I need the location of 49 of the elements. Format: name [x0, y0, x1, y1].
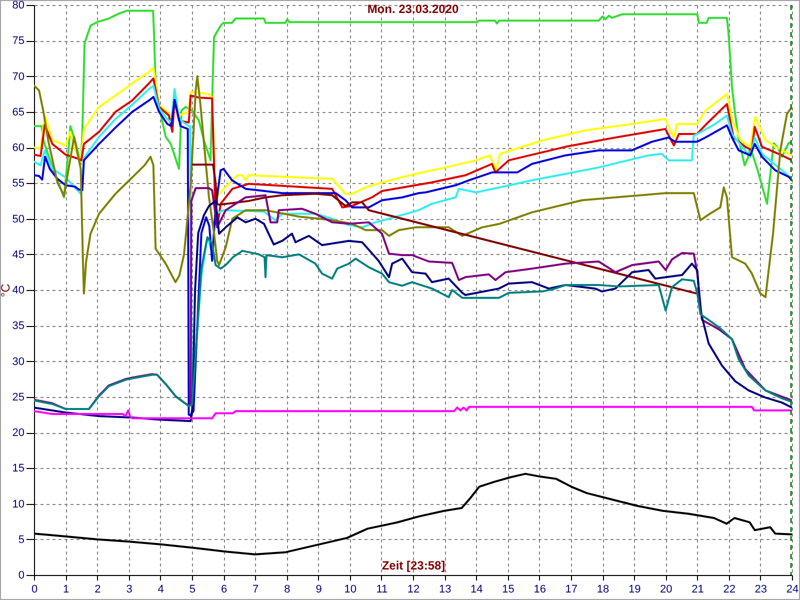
x-tick-label: 4	[158, 584, 164, 596]
x-tick-label: 22	[723, 584, 736, 596]
x-tick-label: 1	[63, 584, 70, 596]
x-tick-label: 0	[31, 584, 38, 596]
y-tick-label: 60	[12, 142, 24, 154]
y-tick-label: 50	[12, 213, 24, 226]
chart-title: Mon. 23.03.2020	[367, 2, 460, 16]
x-tick-label: 14	[470, 584, 483, 596]
y-tick-label: 15	[12, 462, 24, 475]
y-tick-label: 70	[12, 70, 24, 83]
y-tick-label: 40	[12, 284, 24, 296]
x-tick-label: 21	[692, 584, 704, 596]
y-axis-title: °C	[0, 283, 12, 298]
y-tick-label: 25	[12, 391, 24, 404]
x-tick-label: 18	[596, 584, 610, 596]
line-series	[192, 164, 698, 295]
x-tick-label: 5	[189, 584, 196, 596]
line-series	[34, 75, 792, 298]
line-series	[34, 406, 792, 420]
y-tick-label: 30	[12, 356, 24, 368]
y-tick-label: 65	[12, 106, 24, 118]
x-tick-label: 19	[628, 584, 641, 596]
line-series	[34, 236, 792, 410]
y-tick-label: 80	[12, 0, 24, 12]
x-tick-label: 24	[786, 584, 799, 596]
x-tick-label: 17	[565, 584, 578, 596]
x-tick-label: 16	[534, 584, 546, 596]
y-tick-label: 55	[12, 178, 24, 190]
y-tick-label: 20	[12, 427, 24, 439]
x-tick-label: 12	[407, 584, 420, 596]
x-tick-label: 11	[376, 584, 388, 596]
x-tick-label: 3	[126, 584, 132, 596]
x-tick-label: 13	[438, 584, 452, 596]
x-tick-label: 20	[660, 584, 672, 596]
x-tick-label: 2	[94, 584, 101, 596]
x-tick-label: 10	[344, 584, 356, 596]
y-tick-label: 75	[12, 35, 24, 48]
y-tick-label: 35	[12, 320, 24, 332]
y-tick-label: 5	[18, 534, 24, 546]
x-tick-label: 23	[754, 584, 768, 596]
x-axis-title: Zeit [23:58]	[382, 558, 446, 572]
x-tick-label: 6	[220, 584, 228, 596]
x-tick-label: 8	[284, 584, 290, 596]
y-tick-label: 45	[12, 248, 24, 261]
y-tick-label: 0	[18, 570, 24, 582]
y-tick-label: 10	[12, 498, 24, 510]
x-tick-label: 7	[252, 584, 259, 596]
x-tick-label: 9	[316, 584, 322, 596]
x-tick-label: 15	[502, 584, 514, 596]
